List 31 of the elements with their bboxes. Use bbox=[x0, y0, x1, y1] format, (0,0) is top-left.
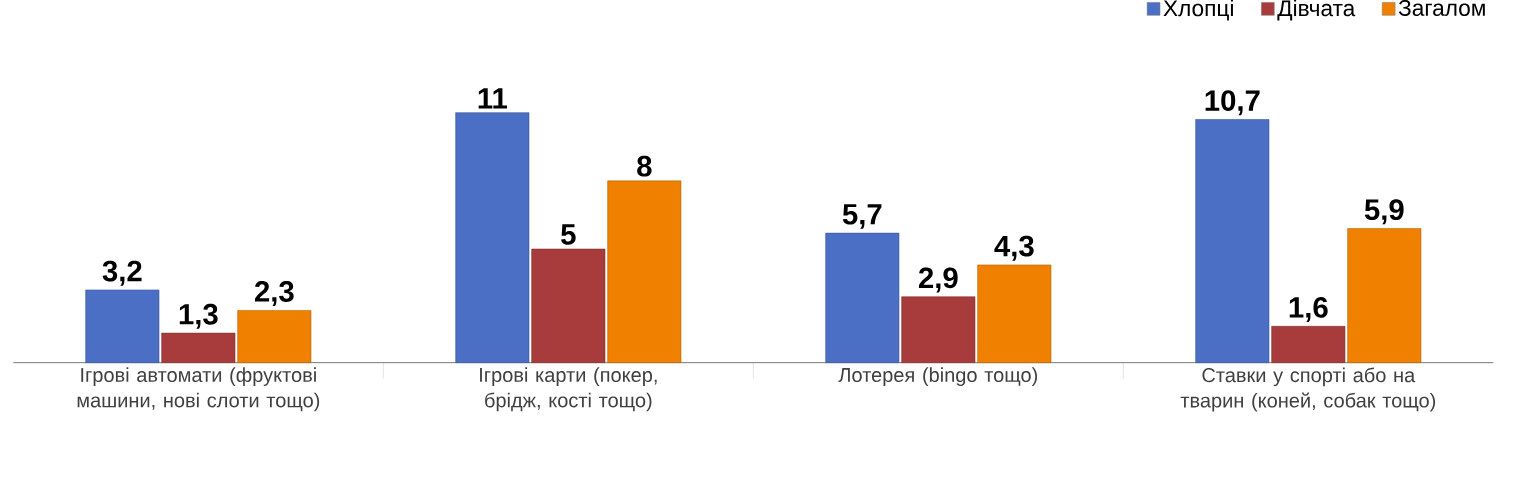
data-label: 5 bbox=[561, 224, 576, 245]
bar bbox=[455, 112, 530, 363]
data-label: 4,3 bbox=[994, 235, 1034, 261]
bar bbox=[237, 309, 312, 363]
x-tick-label: Ігрові карти (покер, брідж, кості тощо) bbox=[480, 367, 657, 412]
legend-label: Хлопці bbox=[1163, 0, 1233, 21]
bar bbox=[977, 264, 1052, 363]
x-tick-label: Лотерея (bingo тощо) bbox=[838, 367, 1038, 386]
data-label: 2,9 bbox=[918, 267, 958, 293]
bar bbox=[531, 248, 606, 363]
data-label: 3,2 bbox=[102, 260, 142, 286]
bar bbox=[161, 332, 236, 363]
bar bbox=[901, 296, 976, 363]
bar bbox=[1271, 325, 1346, 363]
data-label: 11 bbox=[478, 88, 508, 109]
data-label: 2,3 bbox=[254, 280, 294, 306]
bar bbox=[825, 232, 900, 363]
bar bbox=[607, 180, 682, 363]
bar bbox=[85, 289, 160, 363]
bar bbox=[1195, 119, 1270, 363]
data-label: 8 bbox=[637, 155, 652, 177]
data-label: 5,7 bbox=[842, 203, 882, 229]
data-label: 1,6 bbox=[1289, 296, 1328, 322]
legend-label: Дівчата bbox=[1277, 0, 1356, 21]
x-tick-label: Ставки у спорті або на тварин (коней, собак тощо) bbox=[1180, 367, 1436, 412]
data-label: 1,3 bbox=[179, 303, 218, 329]
x-tick-label: Ігрові автомати (фруктові машини, нові слоти тощо) bbox=[77, 367, 320, 412]
data-label: 5,9 bbox=[1364, 199, 1404, 225]
bar bbox=[1347, 228, 1422, 363]
data-label: 10,7 bbox=[1205, 90, 1260, 116]
legend-label: Загалом bbox=[1398, 0, 1485, 16]
